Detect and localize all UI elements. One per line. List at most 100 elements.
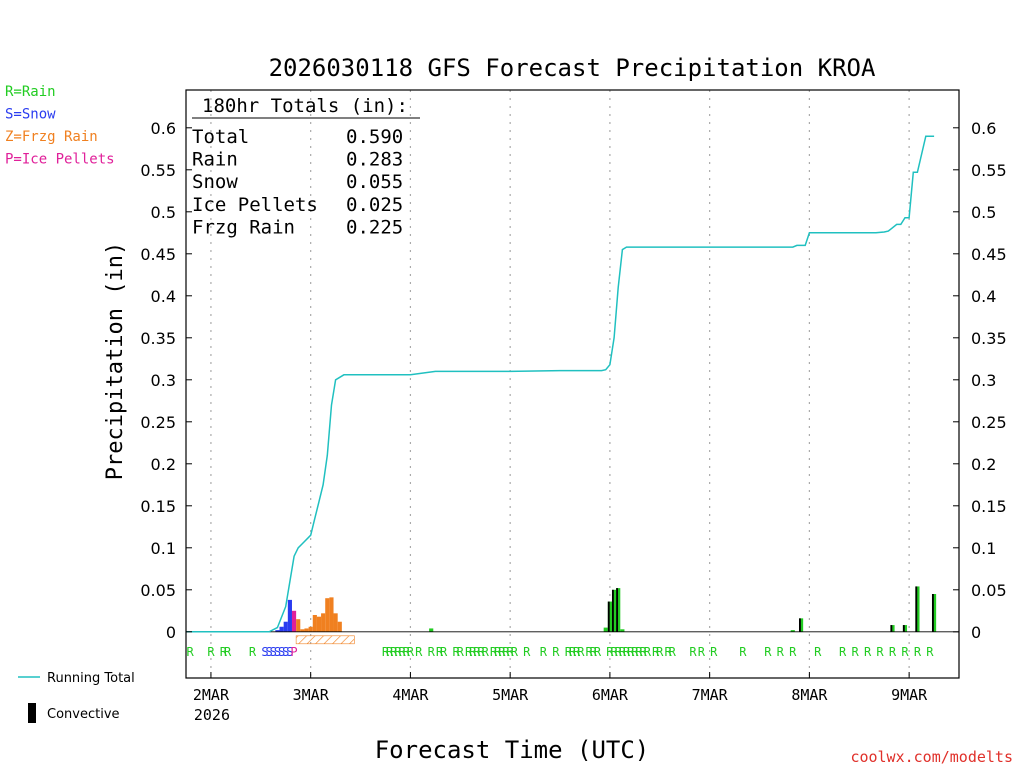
bar-frzg-h27 <box>321 613 326 632</box>
bar-rain-h53 <box>429 628 434 632</box>
marker-P-h20: P <box>290 645 297 659</box>
marker-R-h128: R <box>739 645 747 659</box>
convective-swatch <box>28 703 36 723</box>
marker-R-h42: R <box>382 645 390 659</box>
bar-frzg-h28 <box>325 598 330 632</box>
marker-R-h68: R <box>490 645 498 659</box>
bar-snow-h18 <box>283 621 288 632</box>
chart-title: 2026030118 GFS Forecast Precipitation KR… <box>269 54 876 82</box>
running-total-legend: Running Total <box>47 671 135 686</box>
marker-R-h173: R <box>926 645 934 659</box>
marker-R-h170: R <box>914 645 922 659</box>
marker-R-h59: R <box>453 645 461 659</box>
marker-R-h-5: R <box>187 645 195 659</box>
marker-R-h46: R <box>398 645 406 659</box>
totals-row-value: 0.283 <box>346 149 403 171</box>
x-tick-label-9MAR: 9MAR <box>891 686 928 704</box>
totals-row-label: Rain <box>192 149 238 171</box>
marker-R-h3: R <box>220 645 228 659</box>
y-tick-label-left: 0.45 <box>140 245 176 264</box>
bar-rain-h164 <box>890 625 895 632</box>
y-tick-label-right: 0.05 <box>971 581 1007 600</box>
bar-rain-h142 <box>798 618 804 632</box>
marker-R-h48: R <box>407 645 415 659</box>
marker-R-h161: R <box>876 645 884 659</box>
marker-R-h83: R <box>552 645 560 659</box>
marker-R-h167: R <box>901 645 909 659</box>
marker-R-h96: R <box>606 645 614 659</box>
marker-R-h110: R <box>664 645 672 659</box>
totals-row-value: 0.590 <box>346 126 403 148</box>
x-tick-sublabel: 2026 <box>194 706 230 724</box>
bar-snow-h16 <box>275 630 280 632</box>
legend-type-item: R=Rain <box>5 84 56 100</box>
convective-bar-h174 <box>931 594 934 632</box>
x-tick-label-8MAR: 8MAR <box>791 686 828 704</box>
y-tick-label-right: 0.15 <box>971 497 1007 516</box>
marker-R-h87: R <box>569 645 577 659</box>
marker-R-h92: R <box>590 645 598 659</box>
bar-frzg-h26 <box>316 616 322 632</box>
marker-S-h18: S <box>282 645 289 659</box>
y-tick-label-right: 0.5 <box>971 203 996 222</box>
marker-R-h72: R <box>507 645 515 659</box>
marker-R-h65: R <box>477 645 485 659</box>
watermark-text: coolwx.com/modelts <box>850 748 1013 766</box>
bar-rain-h96 <box>607 601 612 632</box>
y-tick-label-right: 0.2 <box>971 455 996 474</box>
marker-R-h66: R <box>482 645 490 659</box>
y-tick-label-left: 0.2 <box>151 455 176 474</box>
marker-R-h64: R <box>473 645 481 659</box>
totals-box: 180hr Totals (in): Total 0.590 Rain 0.283 Sno… <box>192 95 420 238</box>
marker-R-h53: R <box>428 645 436 659</box>
mixed-precip-hatch <box>295 635 355 645</box>
marker-R-h70: R <box>498 645 506 659</box>
y-tick-label-left: 0.55 <box>140 161 176 180</box>
marker-R-h62: R <box>465 645 473 659</box>
y-tick-label-right: 0.55 <box>971 161 1007 180</box>
convective-bar-h96 <box>607 601 610 632</box>
convective-bar-h97 <box>611 589 614 632</box>
marker-R-h47: R <box>403 645 411 659</box>
marker-R-h137: R <box>777 645 785 659</box>
marker-R-h164: R <box>889 645 897 659</box>
marker-S-h16: S <box>274 645 281 659</box>
precip-type-legend: R=Rain S=Snow Z=Frzg Rain P=Ice Pellets <box>5 84 115 168</box>
marker-R-h4: R <box>224 645 232 659</box>
marker-R-h118: R <box>698 645 706 659</box>
bar-frzg-h21 <box>296 619 301 632</box>
marker-R-h69: R <box>494 645 502 659</box>
y-tick-label-left: 0.1 <box>151 539 176 558</box>
bar-rain-h98 <box>616 588 621 632</box>
running-total-line <box>186 135 935 633</box>
precip-bars <box>186 586 959 633</box>
y-axis-label: Precipitation (in) <box>103 242 128 480</box>
y-tick-label-right: 0.25 <box>971 413 1007 432</box>
marker-R-h155: R <box>851 645 859 659</box>
marker-R-h88: R <box>573 645 581 659</box>
totals-row-value: 0.225 <box>346 216 403 238</box>
marker-S-h19: S <box>286 645 293 659</box>
convective-bar-h167 <box>902 625 905 632</box>
x-tick-label-6MAR: 6MAR <box>592 686 629 704</box>
x-tick-label-7MAR: 7MAR <box>692 686 729 704</box>
y-tick-label-left: 0 <box>166 623 176 642</box>
bar-rain-h170 <box>915 586 920 632</box>
gridlines <box>210 90 910 678</box>
marker-R-h91: R <box>586 645 594 659</box>
bottom-legend: Running Total Convective <box>18 671 135 723</box>
x-tick-label-4MAR: 4MAR <box>392 686 429 704</box>
y-axis-ticks: 0 0 0.05 0.05 0.1 0.1 0.15 0.15 0.2 0.2 0.25 0.25 0.… <box>140 119 1006 642</box>
y-tick-label-right: 0.1 <box>971 539 996 558</box>
bar-rain-h97 <box>611 589 617 632</box>
marker-S-h14: S <box>266 645 273 659</box>
y-tick-label-left: 0.6 <box>151 119 176 138</box>
hatch-band <box>295 635 355 645</box>
y-tick-label-left: 0.4 <box>151 287 176 306</box>
marker-R-h71: R <box>502 645 510 659</box>
bar-ice-h20 <box>291 610 297 632</box>
marker-R-h63: R <box>469 645 477 659</box>
marker-R-h56: R <box>440 645 448 659</box>
marker-R-h105: R <box>644 645 652 659</box>
